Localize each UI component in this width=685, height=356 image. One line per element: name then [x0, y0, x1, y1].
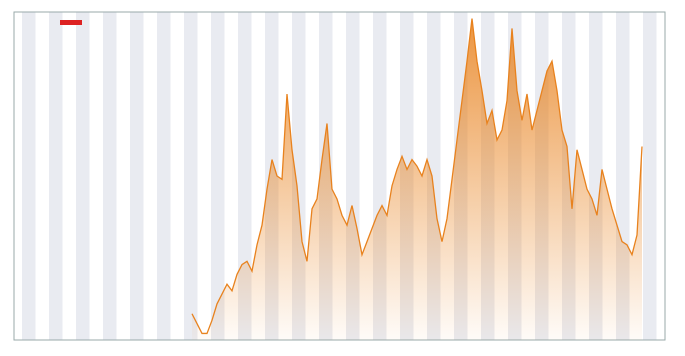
stripe [184, 12, 198, 340]
stripe [103, 12, 117, 340]
line [191, 18, 643, 335]
stripe [76, 12, 90, 340]
stripe [238, 12, 252, 340]
stripe [211, 12, 225, 340]
stripe [49, 12, 63, 340]
area-fill [192, 18, 642, 341]
label-box [60, 20, 82, 25]
stripe [130, 12, 144, 340]
stripe [157, 12, 171, 340]
stripe [643, 12, 657, 340]
stripe [22, 12, 36, 340]
